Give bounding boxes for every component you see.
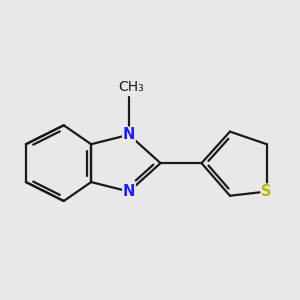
Text: S: S <box>262 184 272 199</box>
Text: N: N <box>123 127 135 142</box>
Text: CH₃: CH₃ <box>118 80 144 94</box>
Text: N: N <box>123 184 135 199</box>
